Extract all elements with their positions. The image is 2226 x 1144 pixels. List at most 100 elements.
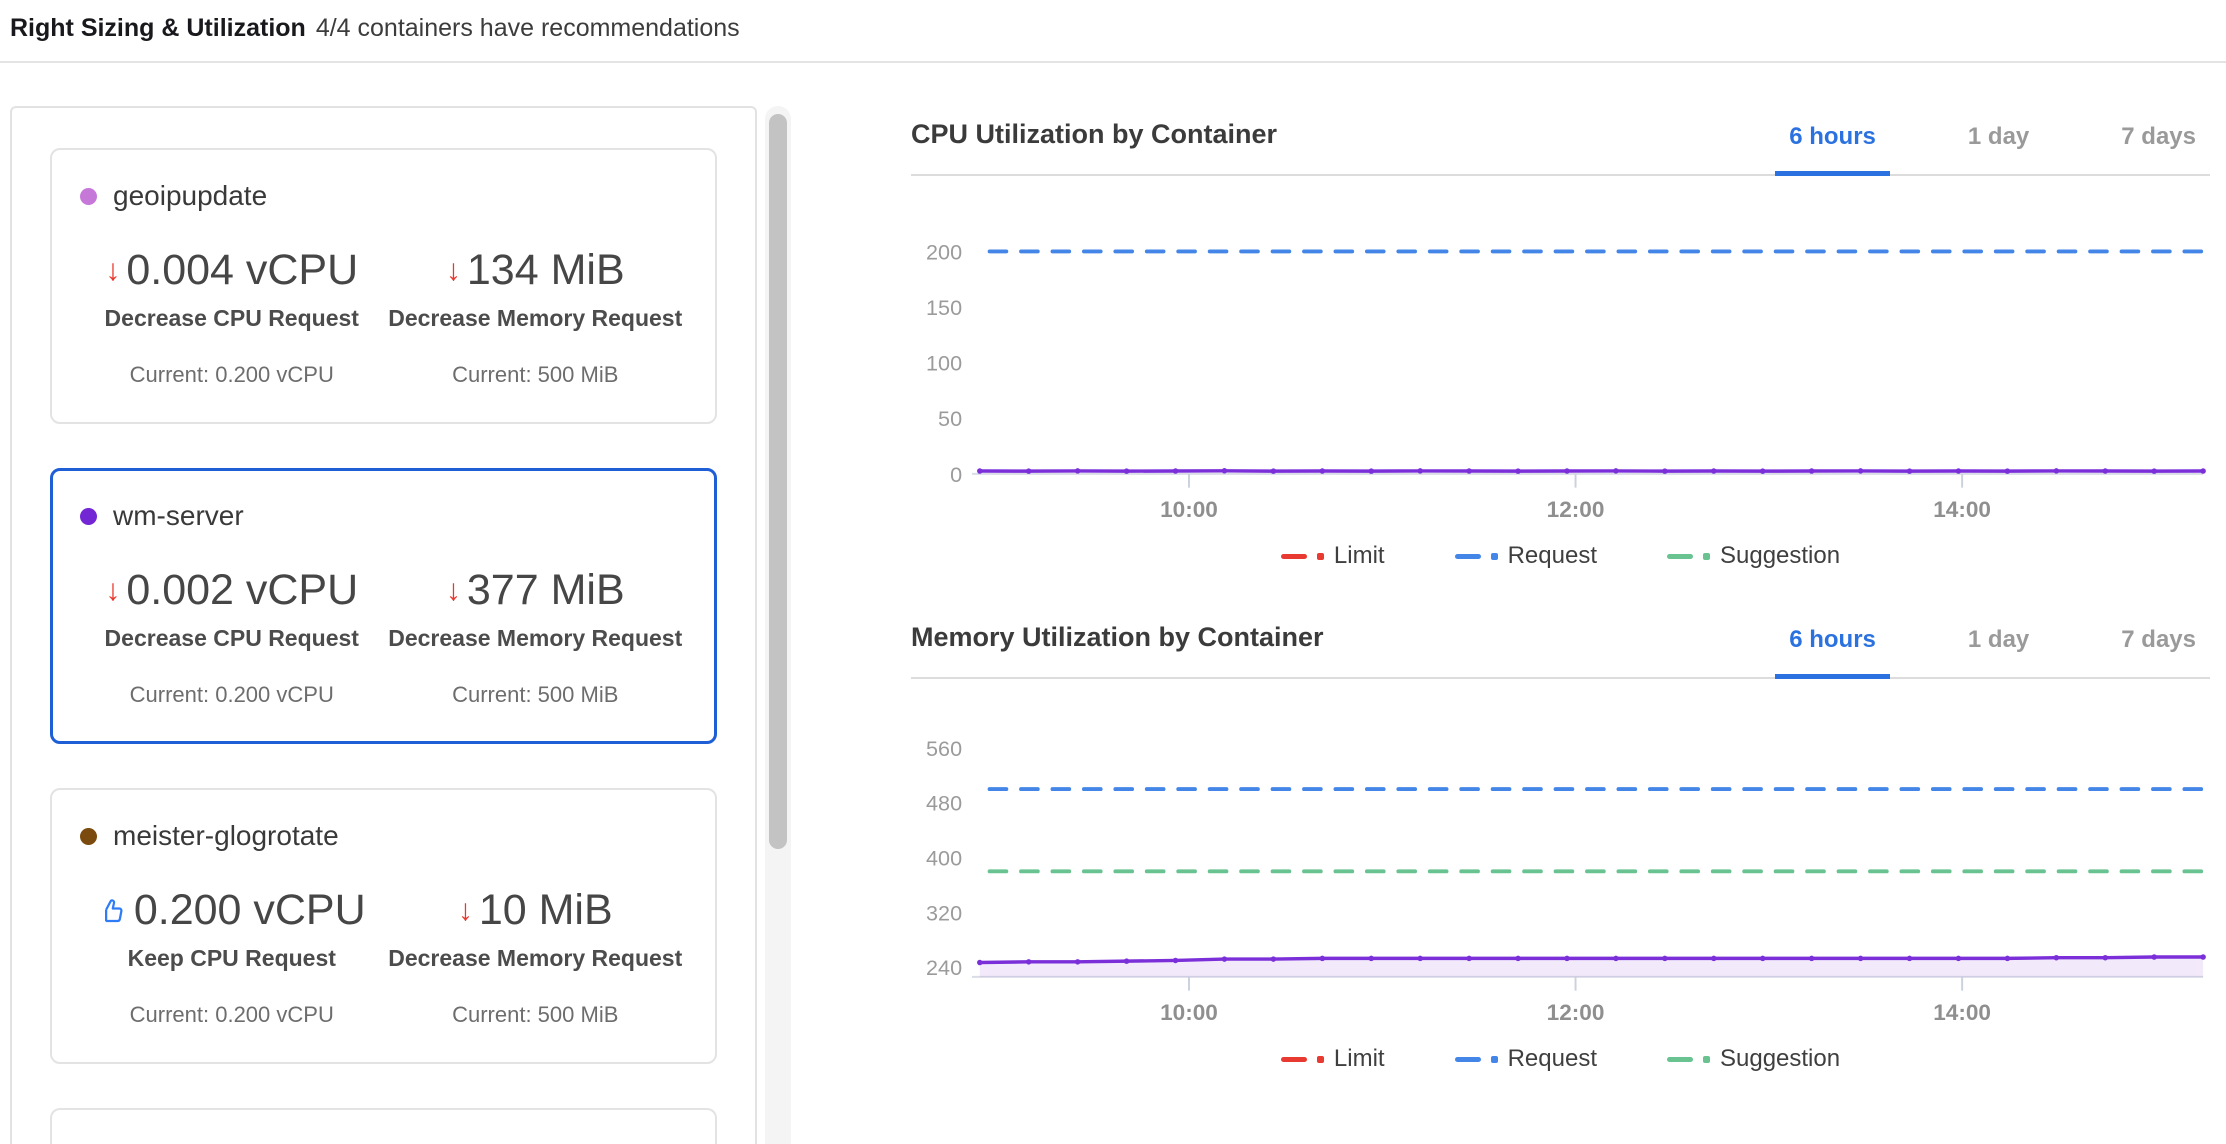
container-card-header: meister-glogrotate xyxy=(80,820,687,852)
arrow-down-icon: ↓ xyxy=(457,893,473,927)
time-range-tabs: 6 hours 1 day 7 days xyxy=(1775,626,2210,679)
legend-dash-icon xyxy=(1666,1056,1693,1062)
chart-panel: CPU Utilization by Container 6 hours 1 da… xyxy=(911,119,2210,570)
legend-item-limit[interactable]: Limit xyxy=(1280,542,1385,570)
cpu-recommended-value: 0.200 vCPU xyxy=(133,886,366,934)
cpu-recommended-value: 0.004 vCPU xyxy=(126,246,359,294)
legend-label: Suggestion xyxy=(1719,542,1841,569)
tab-7-days[interactable]: 7 days xyxy=(2121,626,2196,653)
svg-text:100: 100 xyxy=(926,351,962,376)
cpu-recommendation: ↓ 0.004 vCPU Decrease CPU Request Curren… xyxy=(80,246,384,388)
arrow-down-icon: ↓ xyxy=(445,253,461,287)
recommendations: 0.200 vCPU Keep CPU Request Current: 0.2… xyxy=(80,886,687,1028)
legend-item-request[interactable]: Request xyxy=(1454,542,1597,570)
container-card-partial[interactable] xyxy=(50,1108,717,1144)
legend-item-limit[interactable]: Limit xyxy=(1280,1045,1385,1073)
thumbs-up-icon xyxy=(98,896,128,926)
container-card-header: geoipupdate xyxy=(80,180,687,212)
legend-dot-icon xyxy=(1490,1055,1498,1063)
arrow-down-icon: ↓ xyxy=(445,573,461,607)
legend-label: Request xyxy=(1507,1045,1597,1072)
arrow-down-icon: ↓ xyxy=(105,573,121,607)
chart-legend: Limit Request Suggestion xyxy=(911,1045,2210,1073)
page-title: Right Sizing & Utilization xyxy=(10,14,306,42)
container-color-dot xyxy=(80,187,97,205)
recommendations: ↓ 0.002 vCPU Decrease CPU Request Curren… xyxy=(80,566,687,708)
legend-dash-icon xyxy=(1280,553,1307,559)
svg-text:240: 240 xyxy=(926,955,962,980)
memory-action-label: Decrease Memory Request xyxy=(388,305,683,331)
arrow-down-icon: ↓ xyxy=(105,253,121,287)
legend-dot-icon xyxy=(1490,552,1498,560)
cpu-action-label: Decrease CPU Request xyxy=(104,305,359,331)
legend-dash-icon xyxy=(1280,1056,1307,1062)
tab-1-day[interactable]: 1 day xyxy=(1967,123,2030,150)
tab-7-days[interactable]: 7 days xyxy=(2121,123,2196,150)
container-card[interactable]: wm-server ↓ 0.002 vCPU Decrease CPU Requ… xyxy=(50,468,717,744)
scrollbar-thumb[interactable] xyxy=(769,114,787,849)
svg-text:560: 560 xyxy=(926,736,962,761)
chart-plot: 240 320 400 480 560 10:00 12:00 14:00 xyxy=(926,736,2206,1025)
cpu-current-value: Current: 0.200 vCPU xyxy=(129,682,334,707)
chart-title: CPU Utilization by Container xyxy=(911,119,1278,149)
page-subtitle: 4/4 containers have recommendations xyxy=(315,14,740,42)
legend-label: Limit xyxy=(1333,542,1385,569)
cpu-current-value: Current: 0.200 vCPU xyxy=(129,362,334,387)
legend-dash-icon xyxy=(1454,553,1481,559)
chart-legend: Limit Request Suggestion xyxy=(911,542,2210,570)
legend-dot-icon xyxy=(1702,1055,1710,1063)
svg-text:14:00: 14:00 xyxy=(1933,1000,1991,1025)
svg-text:150: 150 xyxy=(926,295,962,320)
memory-recommendation: ↓ 10 MiB Decrease Memory Request Current… xyxy=(384,886,688,1028)
chart-header: Memory Utilization by Container 6 hours 1… xyxy=(911,622,2210,679)
memory-recommended-value: 10 MiB xyxy=(478,886,613,934)
cpu-current-value: Current: 0.200 vCPU xyxy=(129,1002,334,1027)
svg-text:14:00: 14:00 xyxy=(1933,497,1991,522)
legend-item-request[interactable]: Request xyxy=(1454,1045,1597,1073)
legend-dot-icon xyxy=(1316,1055,1324,1063)
tab-6-hours[interactable]: 6 hours xyxy=(1775,123,1890,176)
memory-action-label: Decrease Memory Request xyxy=(388,945,683,971)
svg-text:0: 0 xyxy=(950,462,962,487)
chart-plot: 0 50 100 150 200 10:00 12:00 14:00 xyxy=(926,239,2206,522)
cpu-action-label: Decrease CPU Request xyxy=(104,625,359,651)
recommendations: ↓ 0.004 vCPU Decrease CPU Request Curren… xyxy=(80,246,687,388)
svg-text:400: 400 xyxy=(926,845,962,870)
svg-text:50: 50 xyxy=(938,406,962,431)
legend-item-suggestion[interactable]: Suggestion xyxy=(1666,542,1841,570)
charts-column: CPU Utilization by Container 6 hours 1 da… xyxy=(911,63,2210,1125)
container-name: geoipupdate xyxy=(113,180,268,211)
svg-text:10:00: 10:00 xyxy=(1160,1000,1218,1025)
container-color-dot xyxy=(80,827,97,845)
memory-recommended-value: 377 MiB xyxy=(466,566,625,614)
container-color-dot xyxy=(80,507,97,525)
chart-header: CPU Utilization by Container 6 hours 1 da… xyxy=(911,119,2210,176)
svg-text:200: 200 xyxy=(926,239,962,264)
cpu-recommendation: 0.200 vCPU Keep CPU Request Current: 0.2… xyxy=(80,886,384,1028)
legend-item-suggestion[interactable]: Suggestion xyxy=(1666,1045,1841,1073)
tab-1-day[interactable]: 1 day xyxy=(1967,626,2030,653)
chart-panel: Memory Utilization by Container 6 hours 1… xyxy=(911,622,2210,1073)
legend-label: Suggestion xyxy=(1719,1045,1841,1072)
legend-dot-icon xyxy=(1702,552,1710,560)
chart-title: Memory Utilization by Container xyxy=(911,622,1324,652)
container-list-panel: geoipupdate ↓ 0.004 vCPU Decrease CPU Re… xyxy=(10,106,791,1144)
tab-6-hours[interactable]: 6 hours xyxy=(1775,626,1890,679)
memory-recommendation: ↓ 134 MiB Decrease Memory Request Curren… xyxy=(384,246,688,388)
memory-current-value: Current: 500 MiB xyxy=(452,1002,619,1027)
svg-text:10:00: 10:00 xyxy=(1160,497,1218,522)
container-card[interactable]: meister-glogrotate 0.200 vCPU Keep CPU R… xyxy=(50,788,717,1064)
legend-dot-icon xyxy=(1316,552,1324,560)
container-name: meister-glogrotate xyxy=(113,820,339,851)
scrollbar-track[interactable] xyxy=(765,106,791,1144)
cpu-recommended-value: 0.002 vCPU xyxy=(126,566,359,614)
legend-label: Request xyxy=(1507,542,1597,569)
container-card[interactable]: geoipupdate ↓ 0.004 vCPU Decrease CPU Re… xyxy=(50,148,717,424)
legend-dash-icon xyxy=(1454,1056,1481,1062)
memory-action-label: Decrease Memory Request xyxy=(388,625,683,651)
legend-label: Limit xyxy=(1333,1045,1385,1072)
svg-text:12:00: 12:00 xyxy=(1547,497,1605,522)
svg-text:12:00: 12:00 xyxy=(1547,1000,1605,1025)
svg-text:480: 480 xyxy=(926,791,962,816)
